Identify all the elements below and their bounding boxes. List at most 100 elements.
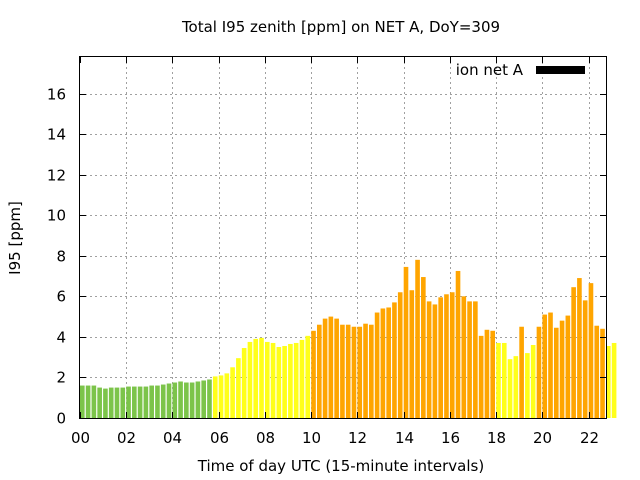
bar	[455, 270, 461, 418]
bar	[166, 383, 172, 418]
bar	[600, 328, 605, 418]
bar	[345, 324, 351, 418]
bar	[137, 386, 143, 418]
bar	[160, 384, 166, 418]
bar	[513, 356, 519, 418]
y-tick-label: 4	[56, 329, 66, 347]
chart-title: Total I95 zenith [ppm] on NET A, DoY=309	[181, 18, 500, 36]
bar	[357, 326, 363, 418]
bar	[218, 375, 224, 418]
bar	[473, 301, 478, 418]
bar	[120, 387, 126, 418]
bar	[542, 314, 548, 418]
bar	[212, 376, 218, 418]
bar	[484, 329, 490, 418]
bar	[525, 353, 530, 418]
bar	[340, 324, 345, 418]
bar	[548, 312, 553, 418]
bar	[322, 318, 328, 418]
bar	[293, 342, 299, 418]
bar	[496, 342, 501, 418]
bar	[334, 318, 339, 418]
bar	[530, 344, 536, 418]
bar	[380, 308, 386, 418]
bar	[241, 348, 247, 418]
bar	[594, 325, 600, 418]
bar	[397, 292, 403, 418]
bar	[467, 301, 472, 418]
bar	[461, 296, 467, 418]
y-tick-label: 14	[47, 126, 66, 144]
bar	[311, 330, 316, 418]
bar	[132, 386, 137, 418]
bar	[536, 326, 542, 418]
bar	[426, 301, 432, 418]
bar	[85, 385, 91, 418]
bar	[386, 307, 391, 418]
bar	[126, 386, 131, 418]
y-tick-label: 0	[56, 410, 66, 428]
x-tick-label: 10	[302, 429, 321, 447]
y-tick-label: 12	[47, 167, 66, 185]
x-tick-label: 22	[580, 429, 599, 447]
bar	[155, 385, 160, 418]
bar	[264, 341, 270, 418]
bar	[565, 315, 571, 418]
bar	[432, 304, 438, 418]
y-tick-label: 16	[47, 86, 66, 104]
bar	[490, 330, 496, 418]
bar	[201, 380, 206, 418]
bar	[207, 379, 212, 418]
x-tick-label: 06	[210, 429, 229, 447]
x-axis-label: Time of day UTC (15-minute intervals)	[197, 457, 484, 475]
bar	[374, 312, 380, 418]
bar	[259, 337, 264, 418]
bars-layer	[80, 259, 617, 418]
bar	[559, 320, 565, 418]
y-tick-label: 8	[56, 248, 66, 266]
bar	[363, 323, 368, 418]
bar	[149, 385, 154, 418]
bar	[316, 324, 322, 418]
bar	[553, 327, 559, 418]
bar	[288, 343, 293, 418]
bar	[392, 302, 397, 418]
x-tick-label: 12	[348, 429, 367, 447]
bar	[444, 294, 449, 418]
bar	[276, 347, 282, 418]
bar	[305, 335, 311, 418]
bar	[236, 358, 241, 418]
bar	[577, 278, 582, 418]
legend: ion net A	[456, 61, 585, 79]
x-tick-label: 00	[71, 429, 90, 447]
x-tick-label: 02	[117, 429, 136, 447]
bar	[143, 386, 149, 418]
bar	[611, 342, 617, 418]
bar	[230, 367, 235, 418]
bar	[114, 387, 120, 418]
bar	[582, 300, 588, 418]
bar	[571, 287, 576, 418]
bar	[299, 339, 305, 418]
x-tick-label: 16	[441, 429, 460, 447]
x-tick-label: 04	[163, 429, 182, 447]
bar	[403, 266, 409, 418]
bar	[189, 382, 195, 418]
x-tick-label: 18	[487, 429, 506, 447]
plot-frame	[79, 56, 607, 419]
bar	[282, 346, 287, 418]
bar	[409, 290, 415, 418]
legend-swatch	[536, 66, 585, 74]
bar	[328, 316, 334, 418]
bar	[351, 326, 357, 418]
bar	[270, 342, 276, 418]
bar	[606, 346, 611, 418]
bar	[97, 387, 102, 418]
bar	[478, 335, 484, 418]
bar	[91, 385, 97, 418]
y-tick-label: 2	[56, 369, 66, 387]
bar	[507, 359, 513, 418]
x-tick-label: 14	[395, 429, 414, 447]
bar	[108, 387, 114, 418]
